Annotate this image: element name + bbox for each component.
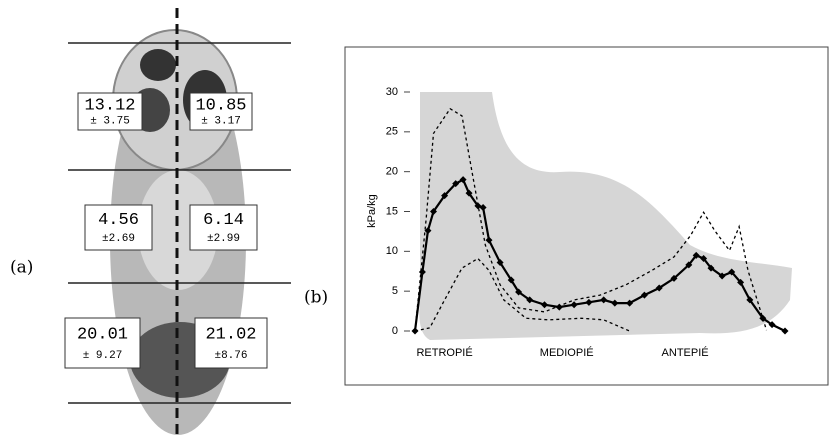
point-marker bbox=[570, 301, 578, 309]
point-marker bbox=[655, 284, 663, 292]
y-tick-label: 0 bbox=[392, 325, 398, 337]
point-marker bbox=[600, 296, 608, 304]
point-marker bbox=[526, 296, 534, 304]
region-mean: 20.01 bbox=[77, 325, 128, 344]
region-box bbox=[189, 204, 258, 251]
point-marker bbox=[700, 255, 708, 263]
y-tick-label: 15 bbox=[386, 205, 398, 217]
x-region-label: ANTEPIÉ bbox=[662, 346, 709, 359]
y-tick-label: 10 bbox=[386, 245, 398, 257]
region-sd: ± 9.27 bbox=[83, 350, 123, 362]
point-marker bbox=[718, 272, 726, 280]
point-marker bbox=[768, 321, 776, 329]
series-line bbox=[414, 107, 768, 332]
x-region-label: MEDIOPIÉ bbox=[540, 346, 594, 359]
point-marker bbox=[541, 301, 548, 309]
plot: 0 5 10 15 20 25 30 RETROPIÉ MEDIOPIÉ ANTEPIÉ bbox=[386, 86, 789, 359]
region-sd: ± 3.17 bbox=[201, 115, 241, 127]
point-marker bbox=[626, 299, 634, 307]
panel-label: (a) bbox=[10, 258, 33, 278]
point-marker bbox=[555, 303, 563, 311]
region-mean: 13.12 bbox=[84, 96, 135, 115]
point-marker bbox=[424, 227, 432, 235]
point-marker bbox=[737, 278, 745, 286]
point-marker bbox=[465, 189, 473, 197]
region-box bbox=[64, 317, 141, 369]
x-region-label: RETROPIÉ bbox=[416, 346, 472, 359]
point-marker bbox=[640, 291, 648, 299]
point-marker bbox=[728, 268, 736, 276]
region-box bbox=[77, 92, 143, 131]
point-marker bbox=[479, 204, 487, 212]
region-box bbox=[84, 204, 153, 251]
point-marker bbox=[430, 208, 437, 215]
point-marker bbox=[441, 192, 449, 200]
point-marker bbox=[485, 236, 493, 244]
point-marker bbox=[611, 299, 619, 307]
y-axis-label: kPa/kg bbox=[366, 194, 378, 228]
point-marker bbox=[685, 261, 693, 269]
region-sd: ± 3.75 bbox=[90, 115, 130, 127]
region-mean: 21.02 bbox=[205, 325, 256, 344]
y-tick-label: 5 bbox=[392, 285, 398, 297]
y-tick-label: 30 bbox=[386, 86, 398, 98]
region-mean: 6.14 bbox=[203, 211, 244, 230]
region-box bbox=[189, 92, 253, 131]
region-boxes: 13.12± 3.75 10.85± 3.17 4.56 ±2.69 6.14 ±2.99… bbox=[64, 92, 268, 369]
point-marker bbox=[496, 258, 504, 266]
point-marker bbox=[474, 202, 482, 210]
point-marker bbox=[746, 296, 754, 304]
point-marker bbox=[507, 276, 515, 284]
point-marker bbox=[452, 180, 460, 188]
region-mean: 10.85 bbox=[195, 96, 246, 115]
region-lines bbox=[68, 42, 291, 404]
region-box bbox=[194, 317, 268, 369]
point-marker bbox=[692, 251, 700, 259]
region-sd: ±2.69 bbox=[102, 233, 135, 245]
y-tick-label: 25 bbox=[386, 126, 398, 138]
region-sd: ±8.76 bbox=[214, 350, 247, 362]
point-marker bbox=[515, 288, 523, 296]
point-marker bbox=[670, 274, 678, 282]
y-tick-label: 20 bbox=[386, 166, 398, 178]
region-sd: ±2.99 bbox=[207, 233, 240, 245]
point-marker bbox=[781, 327, 789, 335]
point-marker bbox=[459, 176, 467, 184]
region-mean: 4.56 bbox=[98, 211, 139, 230]
panel-label: (b) bbox=[304, 288, 328, 308]
point-marker bbox=[707, 264, 715, 272]
point-marker bbox=[759, 314, 767, 322]
series-line bbox=[414, 257, 630, 332]
point-marker bbox=[585, 298, 593, 306]
